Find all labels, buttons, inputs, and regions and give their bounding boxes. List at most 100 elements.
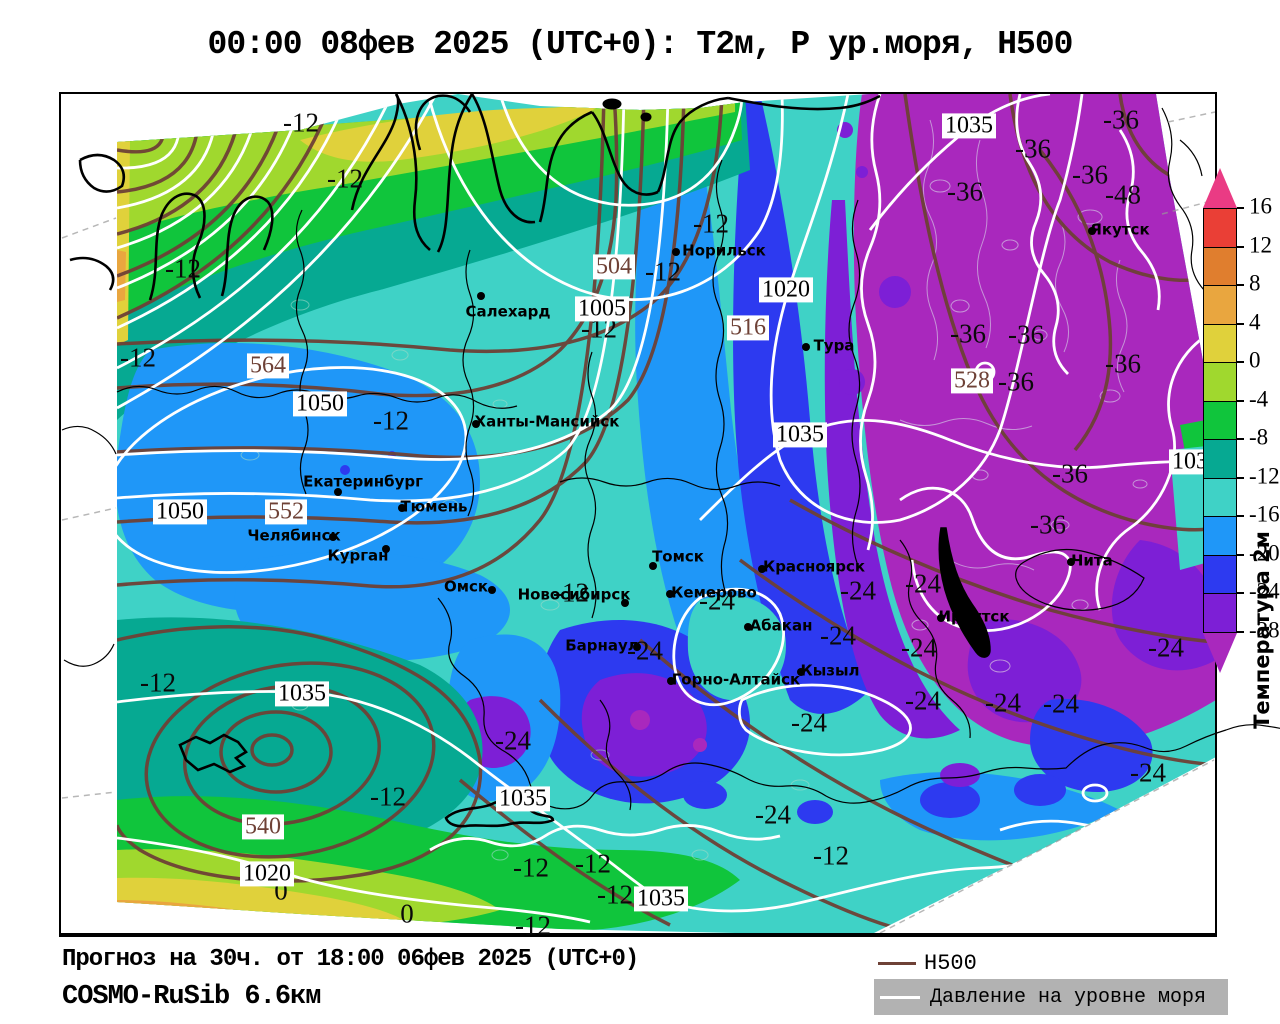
colorbar-segment bbox=[1203, 324, 1237, 363]
colorbar-segment bbox=[1203, 401, 1237, 440]
pressure-label: 1035 bbox=[275, 681, 329, 707]
city-marker bbox=[621, 599, 629, 607]
pressure-line-sample bbox=[880, 995, 920, 999]
h500-label: 516 bbox=[727, 315, 769, 341]
legend-h500: Н500 bbox=[878, 950, 977, 976]
city-marker bbox=[1067, 558, 1075, 566]
city-label: Кемерово bbox=[671, 583, 757, 602]
temp-label: -12 bbox=[370, 781, 406, 812]
colorbar-segment bbox=[1203, 555, 1237, 594]
city-label: Екатеринбург bbox=[303, 472, 423, 491]
city-marker bbox=[802, 343, 810, 351]
city-label: Норильск bbox=[682, 241, 766, 260]
temp-label: -24 bbox=[985, 687, 1021, 718]
colorbar-tick bbox=[1237, 476, 1244, 479]
temp-label: -36 bbox=[950, 318, 986, 349]
city-marker bbox=[937, 614, 945, 622]
city-marker bbox=[477, 292, 485, 300]
colorbar-tick bbox=[1237, 245, 1244, 248]
city-marker bbox=[382, 545, 390, 553]
colorbar-segment bbox=[1203, 208, 1237, 248]
pressure-label: 1005 bbox=[575, 296, 629, 322]
city-marker bbox=[398, 504, 406, 512]
h500-label: 552 bbox=[265, 499, 307, 525]
temp-label: -24 bbox=[699, 585, 735, 616]
colorbar-tick-label: 12 bbox=[1249, 232, 1272, 258]
city-marker bbox=[334, 488, 342, 496]
temp-label: -12 bbox=[813, 840, 849, 871]
city-marker bbox=[758, 565, 766, 573]
pressure-label: 1035 bbox=[773, 422, 827, 448]
temp-label: -12 bbox=[140, 667, 176, 698]
temp-label: -24 bbox=[495, 725, 531, 756]
colorbar-tick-label: 16 bbox=[1249, 193, 1272, 219]
temp-label: -12 bbox=[120, 342, 156, 373]
temp-label: 0 bbox=[400, 898, 414, 929]
colorbar-tick bbox=[1237, 361, 1244, 363]
city-label: Кызыл bbox=[800, 661, 860, 680]
colorbar-segment bbox=[1203, 478, 1237, 517]
city-label: Салехард bbox=[465, 302, 551, 321]
colorbar-tick-label: -28 bbox=[1249, 617, 1280, 643]
city-label: Иркутск bbox=[938, 607, 1010, 626]
temp-label: -36 bbox=[1052, 458, 1088, 489]
city-label: Красноярск bbox=[762, 557, 866, 576]
city-label: Барнаул bbox=[565, 636, 639, 655]
colorbar-tick-label: -24 bbox=[1249, 578, 1280, 604]
temp-label: -12 bbox=[515, 910, 551, 941]
city-label: Абакан bbox=[749, 616, 813, 635]
city-label: Якутск bbox=[1090, 220, 1150, 239]
temp-label: -24 bbox=[905, 685, 941, 716]
temp-label: -12 bbox=[327, 163, 363, 194]
pressure-legend-label: Давление на уровне моря bbox=[930, 985, 1207, 1009]
pressure-label: 1050 bbox=[293, 391, 347, 417]
colorbar-tick bbox=[1237, 553, 1244, 556]
colorbar-tick-label: -8 bbox=[1249, 424, 1269, 450]
temp-label: -24 bbox=[1148, 632, 1184, 663]
colorbar-segment bbox=[1203, 440, 1237, 479]
city-label: Тура bbox=[813, 336, 855, 355]
city-label: Ханты-Мансийск bbox=[474, 412, 620, 431]
temp-label: -12 bbox=[693, 208, 729, 239]
pressure-label: 1020 bbox=[759, 277, 813, 303]
colorbar-segment bbox=[1203, 517, 1237, 556]
temp-label: -36 bbox=[1030, 509, 1066, 540]
colorbar-tick-label: 8 bbox=[1249, 270, 1261, 296]
colorbar-segment bbox=[1203, 286, 1237, 325]
h500-label: 564 bbox=[247, 353, 289, 379]
colorbar-tick-label: -12 bbox=[1249, 463, 1280, 489]
legend-pressure: Давление на уровне моря bbox=[874, 979, 1228, 1015]
temp-label: -36 bbox=[1072, 159, 1108, 190]
temp-label: -36 bbox=[1105, 348, 1141, 379]
pressure-label: 1035 bbox=[496, 786, 550, 812]
temp-label: -12 bbox=[373, 405, 409, 436]
h500-line-sample bbox=[878, 961, 916, 965]
temp-label: -24 bbox=[905, 568, 941, 599]
h500-legend-label: Н500 bbox=[924, 950, 977, 976]
city-marker bbox=[1088, 227, 1096, 235]
colorbar-tick bbox=[1237, 438, 1244, 440]
city-marker bbox=[744, 623, 752, 631]
pressure-label: 1035 bbox=[634, 886, 688, 912]
temp-label: -36 bbox=[947, 176, 983, 207]
city-marker bbox=[797, 668, 805, 676]
temp-label: -24 bbox=[820, 620, 856, 651]
h500-label: 528 bbox=[951, 368, 993, 394]
forecast-info: Прогноз на 30ч. от 18:00 06фев 2025 (UTC… bbox=[62, 946, 639, 973]
city-marker bbox=[472, 420, 480, 428]
colorbar-tick bbox=[1237, 515, 1244, 517]
pressure-label: 1020 bbox=[240, 861, 294, 887]
colorbar-tick bbox=[1237, 284, 1244, 286]
city-marker bbox=[633, 643, 641, 651]
city-marker bbox=[667, 677, 675, 685]
pressure-label: 1050 bbox=[153, 499, 207, 525]
colorbar-below-arrow bbox=[1203, 632, 1237, 673]
temp-label: -12 bbox=[553, 577, 589, 608]
city-label: Курган bbox=[327, 546, 389, 565]
temp-label: -12 bbox=[575, 848, 611, 879]
colorbar-segment bbox=[1203, 247, 1237, 286]
colorbar-tick-label: -4 bbox=[1249, 386, 1269, 412]
temp-label: -48 bbox=[1105, 179, 1141, 210]
city-label: Горно-Алтайск bbox=[671, 670, 801, 689]
